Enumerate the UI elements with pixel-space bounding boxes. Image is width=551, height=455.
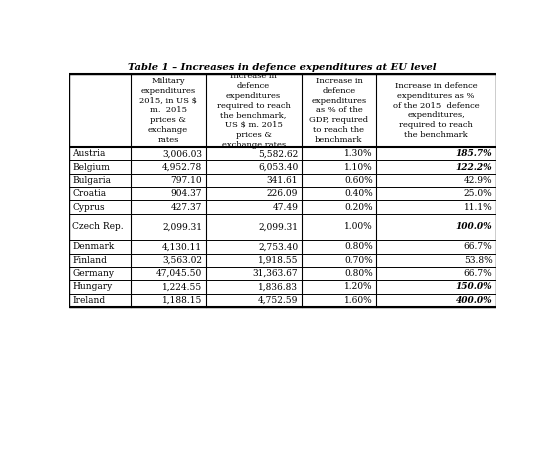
Text: 1,188.15: 1,188.15 xyxy=(162,296,202,305)
Text: 0.20%: 0.20% xyxy=(344,202,373,212)
Text: 66.7%: 66.7% xyxy=(464,269,493,278)
Text: Finland: Finland xyxy=(72,256,107,265)
Text: 6,053.40: 6,053.40 xyxy=(258,162,298,172)
Text: 1.60%: 1.60% xyxy=(344,296,373,305)
Text: Increase in
defence
expenditures
as % of the
GDP, required
to reach the
benchmar: Increase in defence expenditures as % of… xyxy=(310,77,369,144)
Text: 2,753.40: 2,753.40 xyxy=(258,243,298,252)
Text: 4,952.78: 4,952.78 xyxy=(162,162,202,172)
Text: 904.37: 904.37 xyxy=(171,189,202,198)
Text: 100.0%: 100.0% xyxy=(456,222,493,232)
Text: 150.0%: 150.0% xyxy=(456,283,493,291)
Text: 31,363.67: 31,363.67 xyxy=(252,269,298,278)
Text: 66.7%: 66.7% xyxy=(464,243,493,252)
Text: 0.60%: 0.60% xyxy=(344,176,373,185)
Text: 42.9%: 42.9% xyxy=(464,176,493,185)
Text: 0.80%: 0.80% xyxy=(344,243,373,252)
Text: 226.09: 226.09 xyxy=(267,189,298,198)
Text: 5,582.62: 5,582.62 xyxy=(258,149,298,158)
Text: Hungary: Hungary xyxy=(72,283,112,291)
Text: 427.37: 427.37 xyxy=(171,202,202,212)
Text: 11.1%: 11.1% xyxy=(464,202,493,212)
Text: 2,099.31: 2,099.31 xyxy=(258,222,298,232)
Text: Croatia: Croatia xyxy=(72,189,106,198)
Text: 25.0%: 25.0% xyxy=(464,189,493,198)
Text: Military
expenditures
2015, in US $
m.  2015
prices &
exchange
rates: Military expenditures 2015, in US $ m. 2… xyxy=(139,77,197,144)
Text: Increase in defence
expenditures as %
of the 2015  defence
expenditures,
require: Increase in defence expenditures as % of… xyxy=(393,82,479,139)
Text: 4,130.11: 4,130.11 xyxy=(162,243,202,252)
Text: 53.8%: 53.8% xyxy=(464,256,493,265)
Text: Ireland: Ireland xyxy=(72,296,105,305)
Text: 4,752.59: 4,752.59 xyxy=(258,296,298,305)
Text: 1.10%: 1.10% xyxy=(344,162,373,172)
Text: 122.2%: 122.2% xyxy=(456,162,493,172)
Text: 0.70%: 0.70% xyxy=(344,256,373,265)
Text: Cyprus: Cyprus xyxy=(72,202,105,212)
Text: Increase in
defence
expenditures
required to reach
the benchmark,
US $ m. 2015
p: Increase in defence expenditures require… xyxy=(217,72,290,149)
Text: 341.61: 341.61 xyxy=(267,176,298,185)
Text: 400.0%: 400.0% xyxy=(456,296,493,305)
Text: 47.49: 47.49 xyxy=(272,202,298,212)
Text: 185.7%: 185.7% xyxy=(456,149,493,158)
Text: Germany: Germany xyxy=(72,269,114,278)
Text: 797.10: 797.10 xyxy=(170,176,202,185)
Text: 1.20%: 1.20% xyxy=(344,283,373,291)
Text: 1.00%: 1.00% xyxy=(344,222,373,232)
Text: Denmark: Denmark xyxy=(72,243,115,252)
Text: Austria: Austria xyxy=(72,149,106,158)
Text: Bulgaria: Bulgaria xyxy=(72,176,111,185)
Text: 3,006.03: 3,006.03 xyxy=(162,149,202,158)
Text: 0.40%: 0.40% xyxy=(344,189,373,198)
Text: 3,563.02: 3,563.02 xyxy=(162,256,202,265)
Text: 47,045.50: 47,045.50 xyxy=(156,269,202,278)
Text: Belgium: Belgium xyxy=(72,162,110,172)
Text: Table 1 – Increases in defence expenditures at EU level: Table 1 – Increases in defence expenditu… xyxy=(128,63,436,72)
Text: Czech Rep.: Czech Rep. xyxy=(72,222,124,232)
Text: 1.30%: 1.30% xyxy=(344,149,373,158)
Text: 1,224.55: 1,224.55 xyxy=(162,283,202,291)
Bar xyxy=(69,74,496,307)
Text: 1,918.55: 1,918.55 xyxy=(258,256,298,265)
Text: 1,836.83: 1,836.83 xyxy=(258,283,298,291)
Text: 0.80%: 0.80% xyxy=(344,269,373,278)
Text: 2,099.31: 2,099.31 xyxy=(162,222,202,232)
